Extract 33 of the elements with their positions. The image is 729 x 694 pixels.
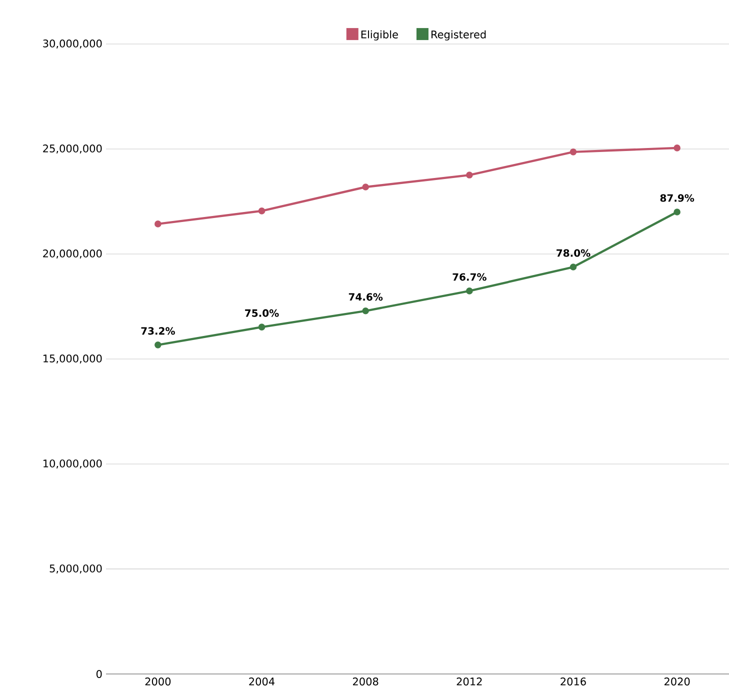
point (674, 144, 680, 152)
y-tick-label: 15,000,000 (44, 354, 102, 364)
annotation: 74.6% (348, 293, 383, 301)
point (362, 308, 369, 314)
x-tick-label: 2020 (664, 678, 690, 686)
y-tick-label: 10,000,000 (44, 459, 102, 468)
y-tick-label: 5,000,000 (50, 564, 102, 574)
point (674, 208, 680, 216)
y-tick-label: 25,000,000 (43, 144, 102, 154)
y-tick-label: 0 (96, 670, 102, 678)
point (258, 208, 266, 214)
point (466, 172, 473, 178)
annotation: 76.7% (452, 273, 486, 281)
x-tick-label: 2012 (456, 678, 482, 686)
annotation: 73.2% (141, 327, 175, 335)
y-tick-label: 30,000,000 (43, 39, 102, 49)
x-tick-label: 2016 (560, 678, 586, 686)
point (570, 148, 577, 156)
annotation: 75.0% (245, 309, 279, 317)
x-tick-label: 2008 (352, 678, 378, 686)
annotation: 87.9% (660, 194, 694, 202)
point (570, 264, 577, 270)
point (154, 220, 162, 228)
y-tick-label: 20,000,000 (43, 249, 102, 259)
point (258, 324, 266, 330)
point (154, 342, 162, 348)
point (362, 184, 369, 190)
legend-label: Eligible (361, 30, 398, 40)
annotation: 78.0% (556, 249, 590, 257)
x-tick-label: 2004 (249, 678, 275, 686)
legend-label: Registered (432, 30, 486, 40)
x-tick-label: 2000 (145, 678, 171, 686)
point (466, 288, 473, 294)
